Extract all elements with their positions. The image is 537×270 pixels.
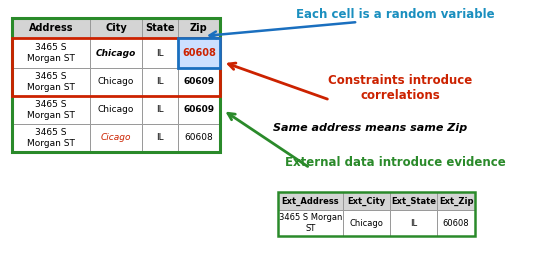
- Text: External data introduce evidence: External data introduce evidence: [285, 157, 505, 170]
- Text: 60608: 60608: [182, 48, 216, 58]
- Text: 3465 S Morgan
ST: 3465 S Morgan ST: [279, 213, 342, 233]
- Bar: [90, 38, 142, 68]
- Text: 3465 S
Morgan ST: 3465 S Morgan ST: [27, 72, 75, 92]
- Text: 60608: 60608: [442, 218, 469, 228]
- Bar: [142, 68, 178, 96]
- Text: Cicago: Cicago: [101, 133, 131, 143]
- Text: Ext_Address: Ext_Address: [282, 197, 339, 205]
- Bar: [90, 18, 142, 38]
- Bar: [343, 210, 390, 236]
- Text: 3465 S
Morgan ST: 3465 S Morgan ST: [27, 100, 75, 120]
- Bar: [278, 210, 343, 236]
- Bar: [142, 124, 178, 152]
- Text: IL: IL: [156, 133, 164, 143]
- Text: Chicago: Chicago: [98, 106, 134, 114]
- Bar: [142, 38, 178, 68]
- Bar: [12, 18, 220, 152]
- Text: Ext_State: Ext_State: [391, 197, 436, 205]
- Text: Ext_City: Ext_City: [347, 197, 386, 205]
- Bar: [390, 210, 437, 236]
- Bar: [178, 124, 220, 152]
- Bar: [343, 192, 390, 210]
- Bar: [278, 192, 475, 236]
- Bar: [12, 96, 90, 124]
- Text: State: State: [145, 23, 175, 33]
- Text: Chicago: Chicago: [350, 218, 383, 228]
- Text: IL: IL: [156, 49, 164, 58]
- Bar: [437, 210, 475, 236]
- Bar: [90, 68, 142, 96]
- Text: IL: IL: [156, 106, 164, 114]
- Bar: [12, 68, 90, 96]
- Bar: [178, 18, 220, 38]
- Text: Chicago: Chicago: [96, 49, 136, 58]
- Text: 60609: 60609: [184, 77, 215, 86]
- Text: IL: IL: [410, 218, 417, 228]
- Text: 3465 S
Morgan ST: 3465 S Morgan ST: [27, 128, 75, 148]
- Text: Same address means same Zip: Same address means same Zip: [273, 123, 467, 133]
- Text: 60609: 60609: [184, 106, 215, 114]
- Bar: [278, 192, 343, 210]
- Bar: [90, 124, 142, 152]
- Text: Constraints introduce
correlations: Constraints introduce correlations: [328, 74, 472, 102]
- Bar: [178, 68, 220, 96]
- Text: 60608: 60608: [185, 133, 213, 143]
- Text: Zip: Zip: [190, 23, 208, 33]
- Text: City: City: [105, 23, 127, 33]
- Text: IL: IL: [156, 77, 164, 86]
- Bar: [142, 96, 178, 124]
- Bar: [178, 38, 220, 68]
- Bar: [12, 38, 220, 96]
- Bar: [90, 96, 142, 124]
- Bar: [12, 124, 90, 152]
- Bar: [12, 38, 90, 68]
- Text: Address: Address: [29, 23, 73, 33]
- Text: 60608: 60608: [182, 48, 216, 58]
- Text: Ext_Zip: Ext_Zip: [439, 197, 473, 205]
- Bar: [142, 18, 178, 38]
- Bar: [178, 96, 220, 124]
- Bar: [437, 192, 475, 210]
- Text: Each cell is a random variable: Each cell is a random variable: [296, 8, 495, 21]
- Bar: [178, 38, 220, 68]
- Text: Chicago: Chicago: [98, 77, 134, 86]
- Text: 3465 S
Morgan ST: 3465 S Morgan ST: [27, 43, 75, 63]
- Bar: [12, 18, 90, 38]
- Bar: [390, 192, 437, 210]
